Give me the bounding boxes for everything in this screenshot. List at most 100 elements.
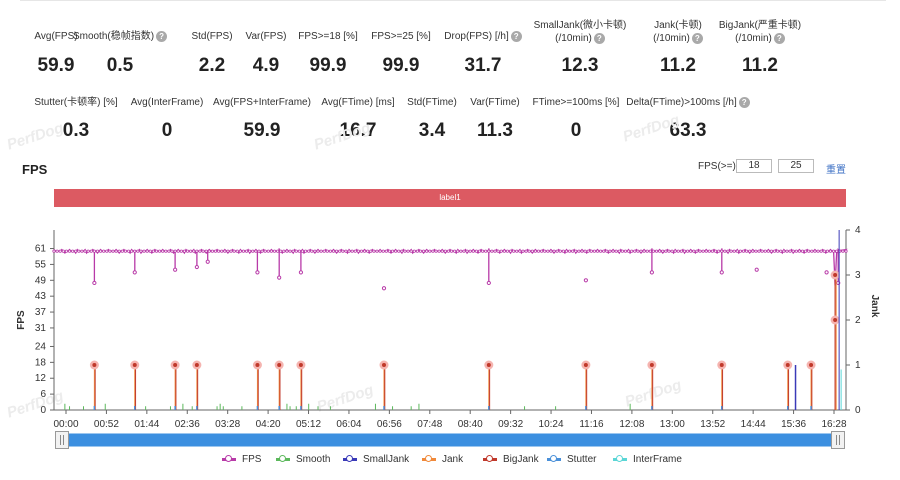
bigjank-halo — [830, 270, 840, 280]
stat-label-text: FPS>=18 [%] — [298, 31, 358, 42]
fps-point — [481, 249, 485, 253]
fps-point — [704, 249, 708, 253]
fps-dip-point — [255, 270, 260, 275]
fps-point — [154, 249, 159, 253]
bigjank-halo — [252, 360, 262, 370]
bigjank-point — [255, 363, 260, 367]
fps-dip-point — [381, 286, 387, 291]
help-icon[interactable]: ? — [691, 32, 703, 44]
fps-point — [831, 249, 836, 253]
fps-point — [757, 249, 761, 253]
x-tick-label: 01:44 — [134, 419, 159, 430]
y-tick-label: 37 — [35, 307, 47, 318]
fps-point — [776, 249, 780, 253]
fps-point — [800, 249, 805, 253]
legend-item-smooth[interactable]: Smooth — [276, 454, 330, 465]
fps-point — [310, 249, 314, 253]
fps-point — [564, 249, 569, 253]
fps-point — [822, 249, 826, 253]
help-icon[interactable]: ? — [510, 30, 522, 42]
x-tick-label: 14:44 — [741, 419, 766, 430]
fps-point — [279, 249, 283, 253]
fps-point — [661, 249, 665, 253]
fps-point — [67, 249, 72, 253]
stat-label-unit: (/10min) — [735, 33, 772, 44]
x-tick-label: 08:40 — [458, 419, 483, 430]
bigjank-point — [92, 363, 97, 367]
fps-threshold-input-1[interactable]: 18 — [736, 159, 772, 173]
fps-dip-point — [173, 267, 178, 272]
fps-threshold-input-2[interactable]: 25 — [778, 159, 814, 173]
legend-item-fps[interactable]: FPS — [222, 454, 261, 465]
stat-label: Avg(FTime) [ms] — [288, 96, 428, 109]
fps-point — [713, 249, 718, 253]
fps-point — [130, 249, 134, 253]
help-icon[interactable]: ? — [593, 32, 605, 44]
fps-point — [139, 249, 143, 253]
fps-point — [201, 249, 205, 253]
bigjank-halo — [484, 360, 494, 370]
zoom-slider-track[interactable] — [60, 433, 840, 447]
fps-point — [828, 249, 833, 253]
fps-point — [468, 249, 472, 253]
stat-stats_row1-8: Jank(卡顿) (/10min)? 11.2 — [608, 19, 748, 76]
fps-point — [685, 249, 690, 253]
help-icon[interactable]: ? — [738, 96, 750, 108]
fps-point — [524, 249, 528, 253]
x-tick-label: 07:48 — [417, 419, 442, 430]
zoom-slider-right-handle[interactable] — [831, 431, 845, 449]
fps-point — [111, 249, 115, 253]
fps-point — [555, 249, 559, 253]
y2-tick-label: 3 — [855, 270, 861, 281]
fps-point — [605, 249, 609, 253]
fps-point — [350, 249, 354, 253]
fps-point — [86, 249, 90, 253]
legend-item-stutter[interactable]: Stutter — [547, 454, 596, 465]
stat-label: FPS>=18 [%] — [258, 30, 398, 43]
stat-value: 59.9 — [37, 55, 75, 76]
y2-tick-label: 4 — [855, 225, 861, 236]
chart-title: FPS — [22, 162, 48, 177]
fps-point — [521, 249, 525, 253]
help-icon[interactable]: ? — [773, 32, 785, 44]
stat-stats_row2-3: Avg(FTime) [ms] 16.7 — [288, 96, 428, 141]
stat-label-unit: (/10min) — [653, 33, 690, 44]
help-icon[interactable]: ? — [156, 30, 168, 42]
fps-point — [658, 249, 662, 253]
stat-value: 11.2 — [660, 55, 696, 76]
fps-point — [459, 249, 463, 253]
bigjank-point — [583, 363, 588, 367]
legend-item-bigjank[interactable]: BigJank — [483, 454, 539, 465]
fps-point — [763, 249, 767, 253]
fps-point — [626, 249, 631, 253]
bigjank-halo — [717, 360, 727, 370]
fps-point — [151, 249, 155, 253]
fps-point — [185, 249, 190, 253]
zoom-slider-left-handle[interactable] — [55, 431, 69, 449]
label-bar[interactable]: label1 — [54, 189, 846, 207]
x-tick-label: 02:36 — [175, 419, 200, 430]
fps-point — [238, 249, 242, 253]
fps-point — [589, 249, 593, 253]
fps-point — [654, 249, 659, 253]
legend-item-interframe[interactable]: InterFrame — [613, 454, 682, 465]
stat-label-text: Stutter(卡顿率) [%] — [34, 97, 118, 108]
stat-label-text: FTime>=100ms [%] — [532, 97, 620, 108]
stat-label-text: Drop(FPS) [/h] — [444, 31, 509, 42]
reset-button[interactable]: 重置 — [826, 165, 846, 176]
legend-item-jank[interactable]: Jank — [422, 454, 463, 465]
fps-point — [502, 249, 506, 253]
x-tick-label: 00:00 — [53, 419, 78, 430]
fps-point — [844, 249, 848, 253]
y-tick-label: 43 — [35, 291, 47, 302]
fps-point — [179, 249, 183, 253]
fps-point — [499, 249, 503, 253]
legend-label: FPS — [242, 454, 262, 465]
y-tick-label: 31 — [35, 323, 47, 334]
fps-point — [639, 249, 643, 253]
fps-point — [791, 249, 795, 253]
fps-point — [83, 249, 87, 253]
label-bar-text: label1 — [439, 193, 461, 202]
legend-item-smalljank[interactable]: SmallJank — [343, 454, 409, 465]
bigjank-point — [719, 363, 724, 367]
